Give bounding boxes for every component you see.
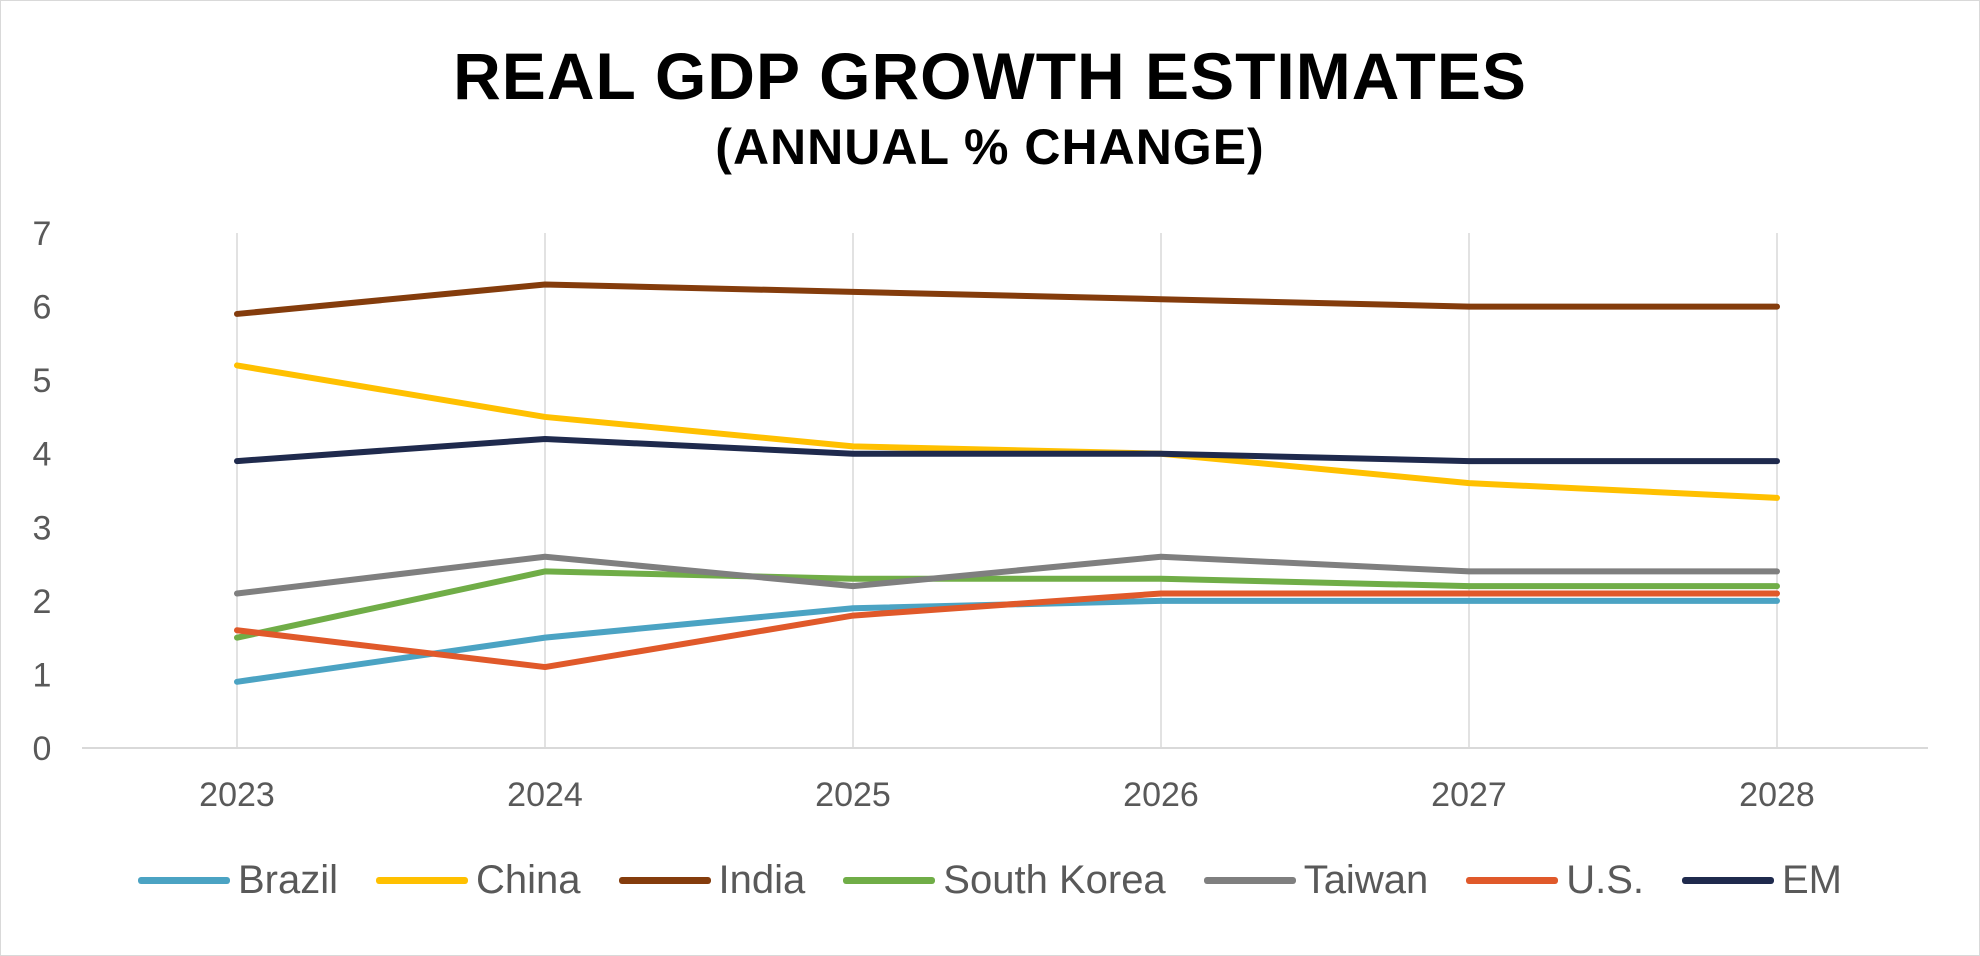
legend-swatch	[618, 877, 711, 884]
y-tick-label: 0	[33, 730, 52, 768]
series-line-taiwan	[234, 553, 1780, 597]
y-tick-label: 5	[33, 362, 52, 400]
legend-label: Brazil	[238, 858, 339, 902]
legend-label: China	[476, 858, 581, 902]
legend-label: Taiwan	[1303, 858, 1429, 902]
legend-item: Taiwan	[1203, 858, 1429, 903]
series-line-india	[234, 281, 1780, 317]
y-tick-label: 3	[33, 509, 52, 547]
x-tick-label: 2024	[507, 776, 583, 814]
series-line-south-korea	[234, 568, 1780, 641]
x-tick-label: 2027	[1431, 776, 1507, 814]
legend-label: U.S.	[1566, 858, 1644, 902]
y-tick-label: 4	[33, 436, 52, 474]
legend-swatch	[376, 877, 469, 884]
y-tick-label: 6	[33, 289, 52, 327]
x-tick-label: 2023	[199, 776, 275, 814]
y-tick-label: 7	[33, 215, 52, 253]
legend-label: South Korea	[943, 858, 1166, 902]
y-tick-label: 2	[33, 583, 52, 621]
legend: Brazil China India South Korea Taiwan U.S. EM	[0, 858, 1980, 903]
x-tick-label: 2026	[1123, 776, 1199, 814]
legend-item: Brazil	[138, 858, 338, 903]
x-tick-label: 2025	[815, 776, 891, 814]
series-line-u-s	[234, 590, 1780, 671]
series-layer	[234, 281, 1780, 685]
legend-item: India	[618, 858, 806, 903]
series-line-em	[234, 436, 1780, 465]
legend-item: U.S.	[1466, 858, 1644, 903]
chart-title: REAL GDP GROWTH ESTIMATES	[453, 39, 1527, 113]
series-line-brazil	[234, 597, 1780, 685]
axis-layer: 0 1 2 3 4 5 6 7 2023 2024 2025 2026 2027 2028	[33, 215, 1928, 814]
chart-subtitle: (ANNUAL % CHANGE)	[715, 119, 1265, 175]
legend-label: EM	[1782, 858, 1842, 902]
legend-swatch	[1203, 877, 1296, 884]
legend-item: EM	[1682, 858, 1842, 903]
plot-area: 0 1 2 3 4 5 6 7 2023 2024 2025 2026 2027 2028	[33, 215, 1928, 814]
legend-swatch	[843, 877, 936, 884]
x-tick-label: 2028	[1739, 776, 1815, 814]
legend-item: South Korea	[843, 858, 1166, 903]
legend-swatch	[1466, 877, 1559, 884]
series-line-china	[234, 362, 1780, 501]
legend-item: China	[376, 858, 581, 903]
legend-swatch	[138, 877, 230, 884]
grid-layer	[236, 233, 1778, 748]
legend-label: India	[718, 858, 806, 902]
legend-swatch	[1682, 877, 1774, 884]
y-tick-label: 1	[33, 656, 52, 694]
